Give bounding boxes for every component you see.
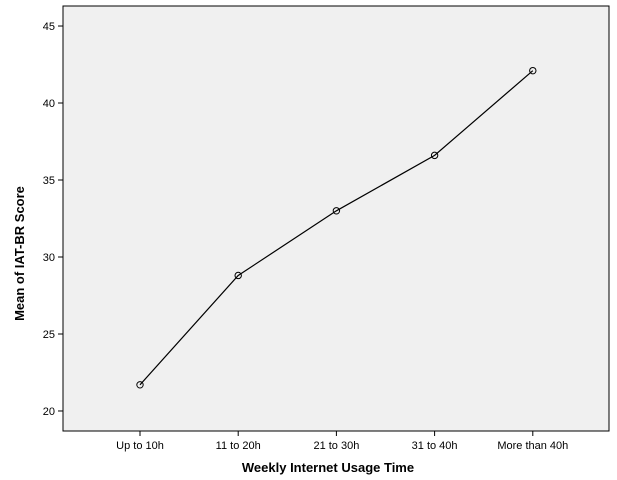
y-tick-label: 30 bbox=[43, 252, 55, 264]
y-tick-label: 25 bbox=[43, 329, 55, 341]
x-tick-label: 31 to 40h bbox=[412, 440, 458, 452]
data-point bbox=[430, 151, 439, 160]
x-tick-label: More than 40h bbox=[497, 440, 568, 452]
x-tick-label: 11 to 20h bbox=[216, 440, 261, 452]
y-tick-label: 45 bbox=[43, 21, 55, 33]
plot-area bbox=[62, 5, 610, 432]
y-tick-label: 20 bbox=[43, 406, 55, 418]
series-line bbox=[139, 70, 534, 386]
y-tick-label: 40 bbox=[43, 98, 55, 110]
y-tick-label: 35 bbox=[43, 175, 55, 187]
data-point bbox=[332, 207, 341, 215]
x-axis-title: Weekly Internet Usage Time bbox=[242, 460, 414, 475]
data-point bbox=[529, 66, 537, 75]
y-axis-title: Mean of IAT-BR Score bbox=[12, 186, 27, 321]
data-points bbox=[136, 66, 537, 389]
data-point bbox=[136, 381, 144, 389]
y-axis: 20 25 30 35 40 45 bbox=[43, 21, 63, 418]
x-tick-label: Up to 10h bbox=[116, 440, 164, 452]
x-axis: Up to 10h 11 to 20h 21 to 30h 31 to 40h More… bbox=[116, 431, 568, 452]
x-tick-label: 21 to 30h bbox=[313, 440, 359, 452]
data-point bbox=[234, 271, 242, 280]
